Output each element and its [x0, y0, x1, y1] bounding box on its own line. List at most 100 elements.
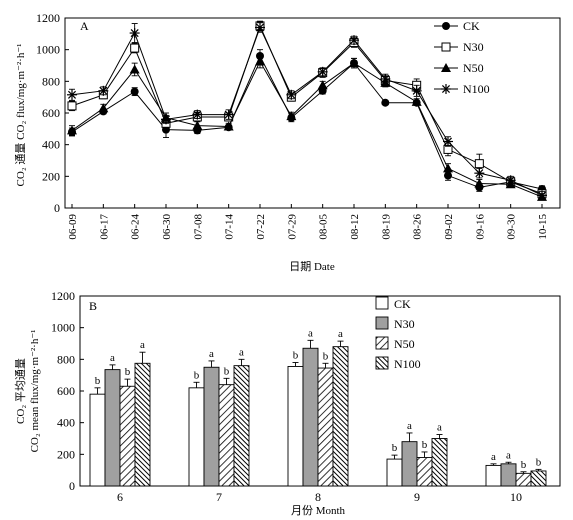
marker-asterisk-bar [67, 90, 77, 99]
panel-b-legend: CK N30 N50 N100 [375, 296, 421, 371]
marker-triangle [255, 56, 265, 66]
x-tick-label: 07-29 [286, 214, 298, 240]
x-tick-label: 06-24 [130, 214, 142, 240]
significance-letter: a [308, 327, 313, 339]
bar [188, 387, 205, 487]
marker-triangle [411, 96, 422, 106]
x-tick-label: 08-05 [318, 214, 330, 240]
x-tick-label: 07-14 [224, 214, 236, 240]
legend-label: CK [394, 297, 411, 311]
x-tick-label: 6 [117, 490, 123, 504]
y-tick-label: 1200 [51, 289, 75, 303]
series-line [71, 60, 543, 198]
legend-swatch [375, 356, 389, 370]
marker-square [67, 101, 77, 111]
y-tick-label: 800 [42, 74, 60, 88]
marker-circle [130, 87, 139, 96]
marker-asterisk-bar [255, 23, 265, 32]
bar [386, 458, 403, 487]
series-line [71, 54, 543, 190]
legend-item-ck: CK [434, 19, 480, 33]
y-tick-label: 0 [69, 479, 75, 493]
y-tick-label: 600 [57, 384, 75, 398]
x-tick-label: 10 [510, 490, 522, 504]
x-tick-label: 10-15 [537, 214, 549, 240]
marker-square [441, 42, 451, 52]
marker-asterisk-bar [193, 110, 202, 119]
series-line [71, 26, 543, 196]
marker-triangle [474, 178, 485, 188]
significance-letter: a [437, 422, 442, 434]
marker-triangle [349, 58, 359, 68]
marker-asterisk-bar [161, 115, 171, 124]
y-tick-label: 200 [42, 169, 60, 183]
panel-b-label: B [89, 299, 97, 313]
marker-asterisk-bar [318, 67, 327, 76]
x-tick-label: 06-17 [98, 214, 110, 240]
marker-asterisk-bar [349, 36, 359, 45]
legend-label: N50 [463, 61, 484, 75]
series-n50 [67, 54, 547, 201]
y-tick-label: 800 [57, 352, 75, 366]
significance-letter: b [194, 369, 200, 381]
marker-asterisk-bar [506, 176, 515, 185]
x-tick-label: 08-19 [380, 214, 392, 240]
bar-series-n30: a a a a a [104, 327, 517, 487]
bar [500, 463, 517, 487]
bar [218, 384, 235, 487]
marker-asterisk-bar [99, 86, 108, 95]
legend-item-n100: N100 [375, 356, 421, 371]
significance-letter: b [293, 350, 299, 362]
legend-label: N100 [463, 82, 490, 96]
y-tick-label: 400 [57, 416, 75, 430]
significance-letter: a [140, 339, 145, 351]
y-tick-label: 1200 [36, 11, 60, 25]
bar [119, 385, 136, 487]
legend-item-n50: N50 [434, 61, 484, 75]
marker-square [474, 159, 484, 169]
panel-a-y-axis: 0 200 400 600 800 1000 1200 [36, 11, 69, 215]
significance-letter: b [95, 375, 101, 387]
marker-asterisk-bar [130, 29, 139, 38]
marker-triangle [441, 63, 451, 72]
x-tick-label: 7 [216, 490, 222, 504]
marker-asterisk-bar [381, 74, 390, 83]
bar [401, 441, 418, 487]
marker-asterisk-bar [412, 86, 421, 95]
bar [416, 457, 433, 487]
marker-triangle [443, 163, 453, 173]
x-tick-label: 9 [414, 490, 420, 504]
x-tick-label: 8 [315, 490, 321, 504]
legend-swatch [375, 296, 389, 310]
y-tick-label: 0 [54, 201, 60, 215]
panel-b-y-axis: 0 200 400 600 800 1000 1200 [51, 289, 84, 493]
marker-square [130, 43, 140, 53]
bar [431, 438, 448, 487]
marker-circle [381, 98, 390, 107]
legend-item-n30: N30 [434, 40, 484, 54]
legend-label: N50 [394, 337, 415, 351]
x-tick-label: 07-08 [192, 214, 204, 240]
significance-letter: a [110, 352, 115, 364]
bar [233, 365, 250, 487]
legend-item-n100: N100 [434, 82, 490, 96]
marker-triangle [98, 103, 109, 113]
significance-letter: a [506, 449, 511, 461]
y-tick-label: 200 [57, 447, 75, 461]
y-tick-label: 600 [42, 106, 60, 120]
x-tick-label: 09-30 [506, 214, 518, 240]
x-tick-label: 09-02 [443, 214, 455, 240]
marker-triangle [192, 120, 203, 130]
bar [317, 367, 334, 487]
x-tick-label: 08-12 [349, 214, 361, 240]
y-tick-label: 1000 [36, 43, 60, 57]
legend-item-n50: N50 [375, 336, 415, 351]
significance-letter: b [536, 456, 542, 468]
series-line [71, 24, 543, 195]
bar [104, 369, 121, 487]
significance-letter: a [407, 420, 412, 432]
panel-a-y-axis-title: CO₂ 通量 CO₂ flux/mg·m⁻²·h⁻¹ [14, 44, 27, 187]
